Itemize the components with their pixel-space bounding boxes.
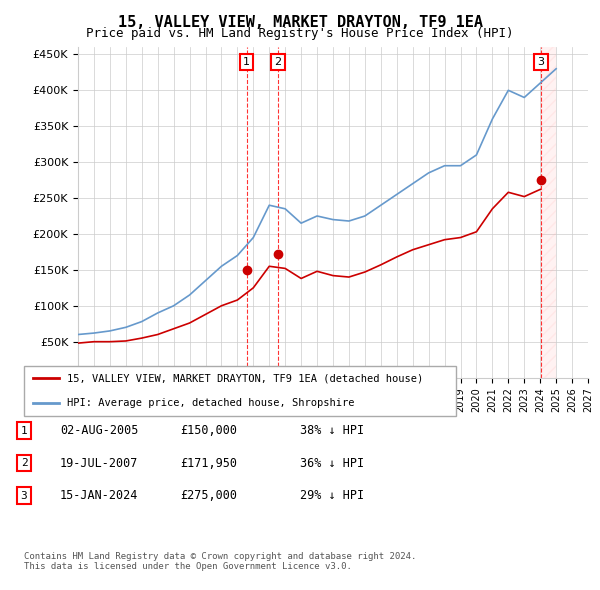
Text: 29% ↓ HPI: 29% ↓ HPI (300, 489, 364, 502)
Text: Price paid vs. HM Land Registry's House Price Index (HPI): Price paid vs. HM Land Registry's House … (86, 27, 514, 40)
Text: 2: 2 (20, 458, 28, 468)
Text: 3: 3 (538, 57, 544, 67)
Text: £275,000: £275,000 (180, 489, 237, 502)
Text: 3: 3 (20, 491, 28, 500)
Text: 38% ↓ HPI: 38% ↓ HPI (300, 424, 364, 437)
Text: 36% ↓ HPI: 36% ↓ HPI (300, 457, 364, 470)
Text: 1: 1 (20, 426, 28, 435)
Text: 15, VALLEY VIEW, MARKET DRAYTON, TF9 1EA (detached house): 15, VALLEY VIEW, MARKET DRAYTON, TF9 1EA… (67, 373, 424, 384)
Text: £150,000: £150,000 (180, 424, 237, 437)
Text: 19-JUL-2007: 19-JUL-2007 (60, 457, 139, 470)
Text: 02-AUG-2005: 02-AUG-2005 (60, 424, 139, 437)
FancyBboxPatch shape (24, 366, 456, 416)
Text: 2: 2 (274, 57, 281, 67)
Bar (541, 47, 556, 378)
Text: 1: 1 (243, 57, 250, 67)
Text: 15-JAN-2024: 15-JAN-2024 (60, 489, 139, 502)
Text: HPI: Average price, detached house, Shropshire: HPI: Average price, detached house, Shro… (67, 398, 355, 408)
Text: 15, VALLEY VIEW, MARKET DRAYTON, TF9 1EA: 15, VALLEY VIEW, MARKET DRAYTON, TF9 1EA (118, 15, 482, 30)
Text: Contains HM Land Registry data © Crown copyright and database right 2024.
This d: Contains HM Land Registry data © Crown c… (24, 552, 416, 571)
Text: £171,950: £171,950 (180, 457, 237, 470)
